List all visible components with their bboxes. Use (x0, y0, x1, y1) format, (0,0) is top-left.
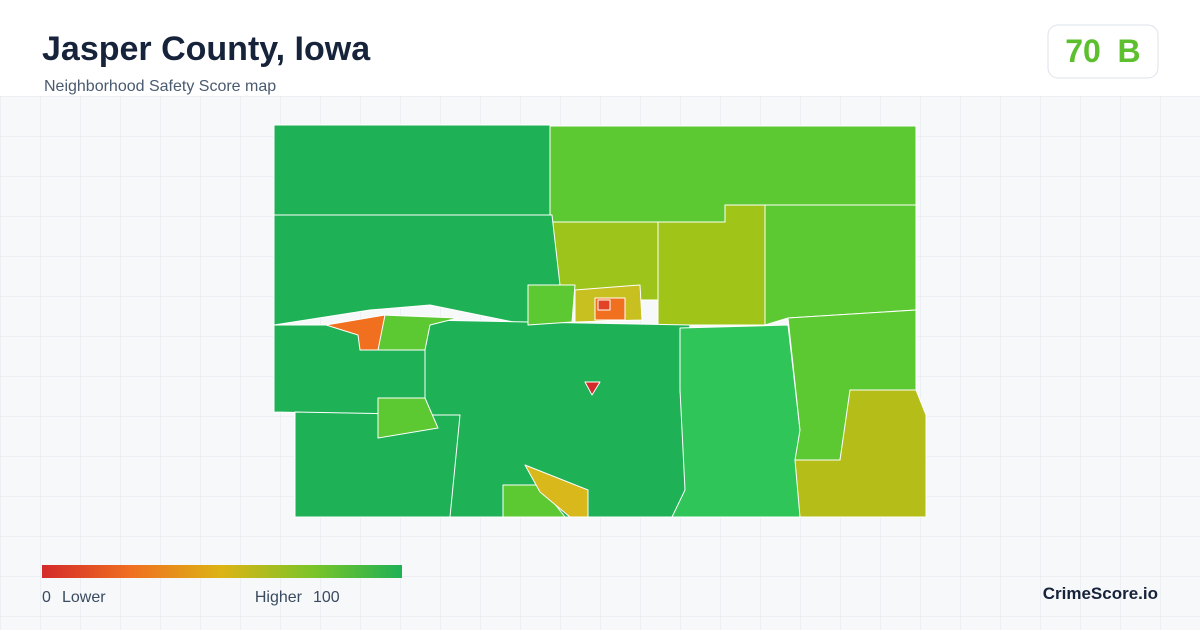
region (377, 397, 439, 439)
region (273, 124, 553, 216)
region (502, 484, 566, 518)
legend-max-label: Higher (255, 589, 303, 606)
header-bg (0, 0, 1200, 96)
title: Jasper County, Iowa (42, 30, 371, 68)
region (524, 464, 589, 518)
region (584, 381, 601, 396)
region (671, 324, 801, 518)
legend-max: 100 (313, 589, 340, 606)
brand: CrimeScore.io (1043, 584, 1158, 603)
legend-min: 0 (42, 589, 51, 606)
legend-gradient (42, 565, 402, 578)
score-grade: B (1117, 33, 1140, 69)
region (794, 389, 927, 518)
region (764, 204, 917, 326)
region (597, 299, 611, 311)
score-box (1047, 24, 1159, 79)
score-value: 70 (1065, 33, 1101, 69)
legend-min-label: Lower (62, 589, 106, 606)
region (657, 204, 766, 326)
map (273, 124, 927, 518)
region (325, 314, 386, 351)
region (527, 284, 576, 326)
subtitle: Neighborhood Safety Score map (44, 78, 276, 95)
